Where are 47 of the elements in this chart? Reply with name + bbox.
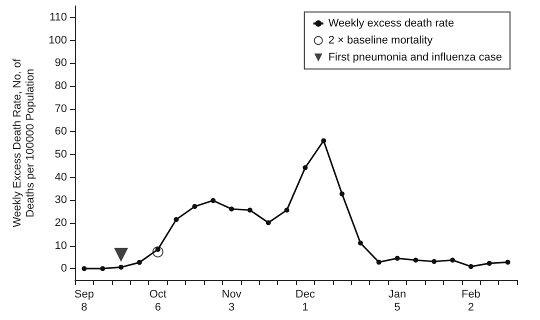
y-tick-label: 40	[54, 171, 67, 184]
point	[174, 216, 179, 222]
point	[82, 266, 87, 272]
point	[100, 266, 106, 272]
point	[192, 204, 198, 209]
point	[486, 260, 492, 266]
point	[229, 206, 234, 212]
point	[413, 258, 418, 263]
point	[340, 191, 345, 196]
point	[376, 260, 382, 265]
point	[468, 264, 474, 270]
point	[266, 220, 271, 226]
y-tick-label: 10	[54, 240, 67, 252]
point	[505, 260, 510, 265]
point	[394, 256, 400, 261]
x-tick-label: Sep 8	[74, 288, 94, 314]
legend-label: Weekly excess death rate	[328, 18, 454, 30]
y-tick-label: 100	[48, 34, 67, 46]
y-tick-label: 50	[54, 148, 67, 160]
point	[210, 198, 216, 204]
x-tick-label: Nov 3	[222, 288, 242, 314]
point	[302, 165, 308, 170]
x-tick-label: Oct 6	[149, 288, 166, 314]
point	[321, 138, 326, 144]
y-tick-label: 30	[54, 194, 67, 206]
point	[152, 246, 164, 258]
point	[284, 208, 290, 213]
legend-label: 2 × baseline mortality	[328, 34, 434, 46]
y-tick-label: 90	[54, 57, 67, 70]
y-tick-label: 60	[54, 126, 67, 138]
point	[114, 248, 128, 262]
x-tick-label: Jan 5	[388, 288, 406, 314]
y-tick-label: 80	[54, 80, 67, 92]
y-tick-label: 0	[60, 262, 67, 275]
point	[358, 240, 363, 246]
y-tick-label: 110	[49, 11, 67, 24]
y-tick-label: 70	[54, 102, 67, 115]
y-tick-label: 20	[54, 216, 67, 229]
legend-label: First pneumonia and influenza case	[328, 52, 502, 64]
point	[432, 259, 437, 264]
point	[136, 260, 142, 265]
point	[118, 264, 124, 270]
point	[247, 208, 252, 213]
y-axis-title: Weekly Excess Death Rate, No. of Deaths per 100000 Population	[12, 58, 36, 228]
x-tick-label: Feb 2	[461, 288, 480, 314]
x-tick-label: Dec 1	[295, 288, 316, 314]
point	[450, 258, 456, 263]
